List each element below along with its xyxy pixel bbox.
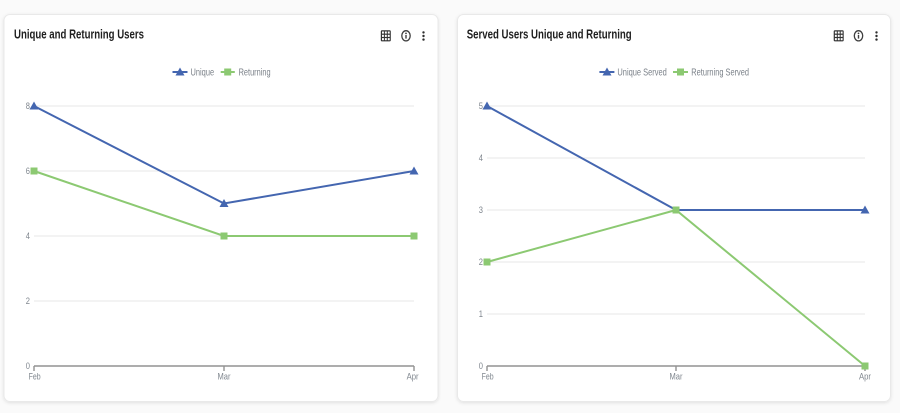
svg-text:Unique: Unique xyxy=(191,67,215,79)
svg-text:4: 4 xyxy=(479,153,483,163)
svg-text:0: 0 xyxy=(26,361,30,371)
svg-text:Returning: Returning xyxy=(239,67,271,79)
svg-text:Served Users Unique and Return: Served Users Unique and Returning xyxy=(467,27,632,42)
svg-text:2: 2 xyxy=(26,296,30,306)
svg-text:Unique and Returning Users: Unique and Returning Users xyxy=(14,27,144,42)
svg-text:Unique Served: Unique Served xyxy=(617,67,667,79)
svg-text:Mar: Mar xyxy=(218,372,231,383)
svg-text:Returning Served: Returning Served xyxy=(691,67,749,79)
svg-text:2: 2 xyxy=(479,257,483,267)
svg-text:Apr: Apr xyxy=(859,372,871,383)
svg-text:Feb: Feb xyxy=(29,372,41,383)
svg-text:1: 1 xyxy=(479,309,483,319)
svg-text:6: 6 xyxy=(26,166,30,176)
svg-text:8: 8 xyxy=(26,101,30,111)
svg-text:Feb: Feb xyxy=(482,372,494,383)
svg-text:Apr: Apr xyxy=(407,372,419,383)
svg-text:4: 4 xyxy=(26,231,30,241)
svg-text:3: 3 xyxy=(479,205,483,215)
svg-text:5: 5 xyxy=(479,101,483,111)
svg-text:0: 0 xyxy=(479,361,483,371)
svg-text:Mar: Mar xyxy=(670,372,683,383)
